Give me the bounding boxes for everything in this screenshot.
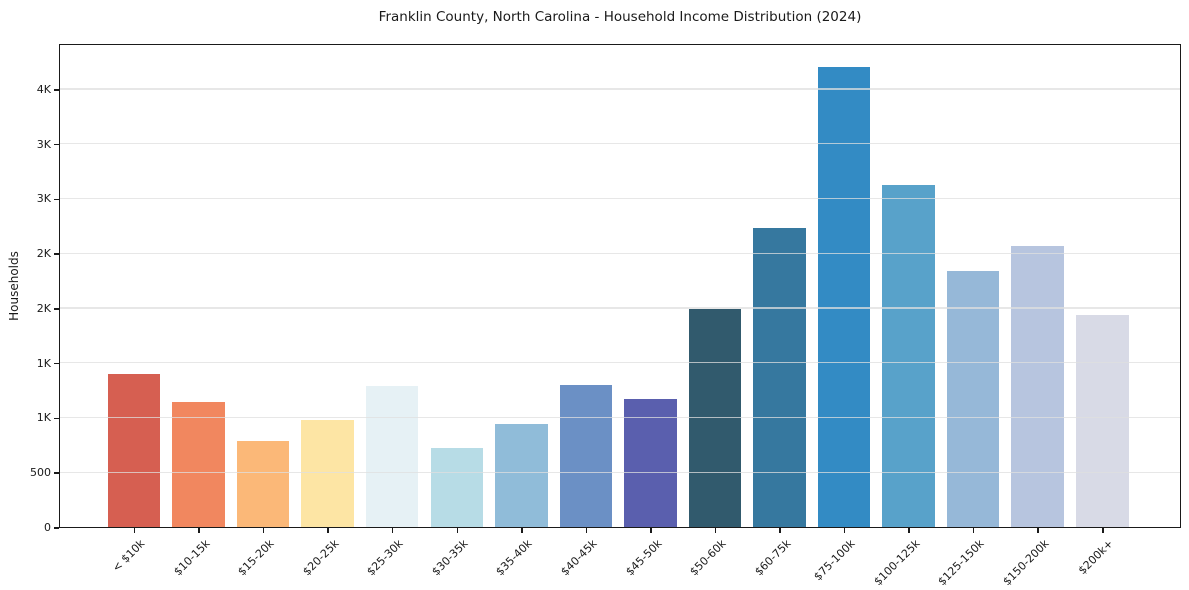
plot-area xyxy=(59,44,1181,528)
gridline xyxy=(60,471,1180,473)
bar-$75-100k xyxy=(817,67,871,527)
bar-$30-35k xyxy=(430,448,483,527)
x-tick-mark xyxy=(327,528,329,533)
x-tick-mark xyxy=(198,528,200,533)
y-tick-mark xyxy=(54,143,59,146)
y-tick-mark xyxy=(54,417,59,420)
y-tick-mark xyxy=(54,527,59,529)
y-tick-label: 0 xyxy=(44,521,51,534)
x-tick-label: $50-60k xyxy=(687,537,729,579)
bar-$15-20k xyxy=(236,440,290,527)
y-tick-label: 1K xyxy=(36,356,51,370)
x-tick-mark xyxy=(133,528,136,533)
gridline xyxy=(60,252,1180,254)
y-tick-mark xyxy=(54,253,59,255)
bar-$35-40k xyxy=(495,424,548,527)
x-tick-mark xyxy=(843,528,846,533)
x-tick-mark xyxy=(391,528,394,533)
x-tick-label: $75-100k xyxy=(811,537,858,584)
x-tick-label: $200k+ xyxy=(1075,537,1116,578)
x-tick-mark xyxy=(972,528,975,533)
chart-title: Franklin County, North Carolina - Househ… xyxy=(378,9,862,25)
y-tick-label: 2K xyxy=(36,301,51,315)
x-tick-mark xyxy=(779,528,781,533)
x-tick-label: $100-125k xyxy=(871,537,923,589)
bar-$45-50k xyxy=(624,398,677,527)
gridline xyxy=(60,416,1180,419)
bar-$125-150k xyxy=(946,270,1000,527)
x-tick-label: $20-25k xyxy=(300,537,342,579)
x-tick-mark xyxy=(650,528,652,533)
x-tick-label: $45-50k xyxy=(622,537,665,579)
y-tick-label: 3K xyxy=(36,137,51,151)
y-tick-label: 4K xyxy=(36,82,51,96)
bar-$40-45k xyxy=(559,384,613,527)
gridline xyxy=(60,143,1180,145)
y-tick-label: 2K xyxy=(36,247,51,261)
x-tick-mark xyxy=(585,528,588,533)
x-tick-mark xyxy=(908,528,910,533)
x-tick-label: $60-75k xyxy=(751,537,794,579)
x-tick-label: $30-35k xyxy=(429,537,471,579)
bar-< $10k xyxy=(107,373,161,527)
x-tick-mark xyxy=(1102,528,1104,533)
gridline xyxy=(60,197,1180,200)
bar-$20-25k xyxy=(301,419,354,527)
bar-$10-15k xyxy=(172,402,225,527)
x-tick-mark xyxy=(714,528,717,533)
x-tick-label: $125-150k xyxy=(935,537,987,589)
bar-$25-30k xyxy=(365,385,419,527)
x-tick-mark xyxy=(521,528,523,533)
bar-$150-200k xyxy=(1011,245,1064,527)
x-tick-mark xyxy=(262,528,265,533)
bar-$60-75k xyxy=(753,228,806,527)
gridline xyxy=(60,362,1180,364)
x-tick-label: $25-30k xyxy=(364,537,406,579)
gridline xyxy=(60,307,1180,309)
x-tick-label: < $10k xyxy=(110,537,148,575)
y-tick-label: 500 xyxy=(30,466,51,480)
x-tick-mark xyxy=(456,528,458,533)
y-tick-mark xyxy=(54,472,59,474)
x-tick-label: $150-200k xyxy=(1000,537,1052,589)
y-tick-mark xyxy=(54,198,59,201)
x-tick-label: $40-45k xyxy=(558,537,600,579)
x-tick-label: $10-15k xyxy=(170,537,213,579)
y-tick-label: 3K xyxy=(36,192,51,206)
y-tick-mark xyxy=(54,308,59,310)
y-tick-label: 1K xyxy=(36,411,51,425)
gridline xyxy=(60,88,1180,90)
x-tick-label: $15-20k xyxy=(235,537,277,579)
y-tick-mark xyxy=(54,89,59,91)
bar-$100-125k xyxy=(882,185,935,527)
x-tick-label: $35-40k xyxy=(493,537,535,579)
x-tick-mark xyxy=(1037,528,1039,533)
y-tick-mark xyxy=(54,362,59,365)
bar-$200k+ xyxy=(1076,314,1129,527)
